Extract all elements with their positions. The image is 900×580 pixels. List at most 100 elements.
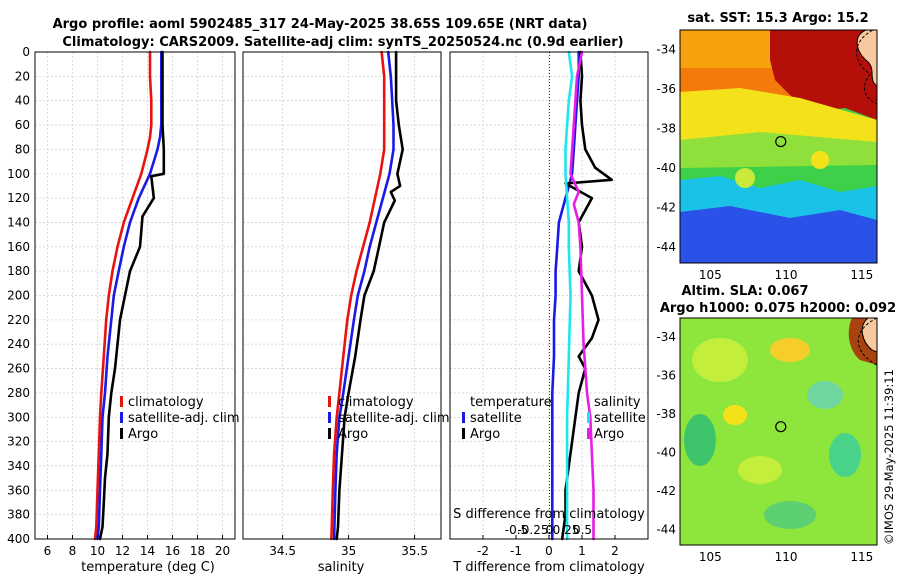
sst-eddy <box>811 151 829 169</box>
figure-title-line2: Climatology: CARS2009. Satellite-adj cli… <box>62 35 623 50</box>
sla-anomaly-blob <box>770 338 810 362</box>
series-line-argo <box>335 50 405 541</box>
lon-tick-label: 105 <box>699 268 722 282</box>
difference-tick-labels: -2 -1 0 1 2 <box>477 535 619 558</box>
lat-tick-label: -38 <box>656 122 676 136</box>
x-tick-label: 14 <box>140 544 155 558</box>
x-tick-label: 35.5 <box>401 544 428 558</box>
t-difference-xlabel: T difference from climatology <box>452 560 645 575</box>
sla-landmass <box>861 318 877 353</box>
salinity-panel: 34.5 35 35.5 salinity climatology satellit… <box>242 50 450 575</box>
salinity-xlabel: salinity <box>318 560 365 575</box>
x-tick-label: 10 <box>90 544 105 558</box>
series-line-climatology <box>330 50 386 541</box>
depth-tick-label: 240 <box>7 337 30 351</box>
legend-climatology-swatch <box>328 396 331 407</box>
salinity-gridlines <box>243 51 441 540</box>
legend-argo-swatch <box>328 428 331 439</box>
legend-climatology-label: climatology <box>338 395 414 410</box>
sst-landmass <box>856 30 877 87</box>
sst-map: sat. SST: 15.3 Argo: 15.2 105 110 115 -34 -3… <box>656 11 878 282</box>
s-difference-tick-labels: -0.5-0.250 0.250.5 <box>505 523 592 537</box>
sla-contour <box>857 318 877 366</box>
legend-t-argo-label: Argo <box>470 427 500 442</box>
s-tick-label: 0 <box>546 523 554 537</box>
x-tick-label: 8 <box>69 544 77 558</box>
legend-temperature-header: temperature <box>470 395 552 410</box>
lon-tick-label: 105 <box>699 550 722 564</box>
lat-tick-label: -34 <box>656 43 676 57</box>
series-line-satellite-adj-clim <box>96 50 163 541</box>
sla-map-title-line1: Altim. SLA: 0.067 <box>682 284 809 299</box>
sst-contour <box>856 30 877 105</box>
x-tick-label: 2 <box>611 544 619 558</box>
lat-tick-label: -42 <box>656 201 676 215</box>
sla-anomaly-blob <box>829 433 861 477</box>
legend-s-satellite-swatch <box>587 412 590 423</box>
temperature-series <box>93 50 166 541</box>
sst-map-frame <box>679 29 878 264</box>
salinity-series <box>330 50 405 541</box>
sla-anomaly-blob <box>807 381 843 409</box>
x-tick-label: 16 <box>165 544 180 558</box>
temperature-panel: 6 8 10 12 14 16 18 2002040608010012014016018020… <box>7 45 240 575</box>
temperature-gridlines <box>35 51 235 540</box>
difference-legend: temperature satellite Argo salinity sate… <box>462 395 646 442</box>
depth-tick-label: 380 <box>7 508 30 522</box>
lat-tick-label: -44 <box>656 523 676 537</box>
x-tick-label: 1 <box>578 544 586 558</box>
sst-eddy <box>735 168 755 188</box>
lat-tick-label: -36 <box>656 369 676 383</box>
depth-tick-label: 280 <box>7 386 30 400</box>
sla-anomaly-blob <box>738 456 782 484</box>
x-tick-label: 20 <box>215 544 230 558</box>
lat-tick-label: -36 <box>656 82 676 96</box>
lat-tick-label: -40 <box>656 161 676 175</box>
x-tick-label: -2 <box>477 544 489 558</box>
legend-satellite-adj-swatch <box>328 412 331 423</box>
temperature-xlabel: temperature (deg C) <box>81 560 215 575</box>
legend-t-argo-swatch <box>462 428 465 439</box>
salinity-axes-frame <box>242 51 442 540</box>
s-tick-label: 0.5 <box>573 523 592 537</box>
legend-s-argo-swatch <box>587 428 590 439</box>
argo-position-marker <box>775 135 787 148</box>
legend-climatology-swatch <box>120 396 123 407</box>
lat-tick-label: -42 <box>656 484 676 498</box>
x-tick-label: -1 <box>510 544 522 558</box>
sst-cold-band <box>680 206 877 263</box>
figure-title-line1: Argo profile: aoml 5902485_317 24-May-20… <box>53 17 588 32</box>
difference-panel: -2 -1 0 1 2 T difference from climatology S … <box>449 50 649 575</box>
imos-timestamp: ©IMOS 29-May-2025 11:39:11 <box>882 369 896 545</box>
sst-yellow-band <box>680 88 877 150</box>
lat-tick-label: -38 <box>656 407 676 421</box>
depth-tick-label: 220 <box>7 313 30 327</box>
lon-tick-label: 115 <box>850 268 873 282</box>
legend-argo-label: Argo <box>338 427 368 442</box>
depth-tick-label: 180 <box>7 264 30 278</box>
depth-tick-label: 40 <box>15 94 30 108</box>
depth-tick-label: 20 <box>15 69 30 83</box>
difference-axes-frame <box>449 51 649 540</box>
series-line-argo <box>98 50 166 541</box>
series-line-temperature-satellite <box>550 50 581 541</box>
legend-satellite-adj-swatch <box>120 412 123 423</box>
legend-climatology-label: climatology <box>128 395 204 410</box>
temperature-legend: climatology satellite-adj. clim Argo <box>120 395 240 442</box>
depth-tick-label: 100 <box>7 167 30 181</box>
lat-tick-label: -34 <box>656 330 676 344</box>
depth-tick-label: 360 <box>7 483 30 497</box>
depth-tick-label: 300 <box>7 410 30 424</box>
depth-tick-label: 0 <box>22 45 30 59</box>
difference-gridlines <box>450 51 648 540</box>
depth-tick-label: 200 <box>7 289 30 303</box>
salinity-tick-labels: 34.5 35 35.5 <box>269 535 428 558</box>
temperature-axes-frame <box>34 51 236 540</box>
depth-tick-label: 260 <box>7 362 30 376</box>
depth-tick-label: 60 <box>15 118 30 132</box>
sla-anomaly-blob <box>764 501 816 529</box>
lon-tick-label: 115 <box>850 550 873 564</box>
x-tick-label: 35 <box>341 544 356 558</box>
salinity-legend: climatology satellite-adj. clim Argo <box>328 395 450 442</box>
